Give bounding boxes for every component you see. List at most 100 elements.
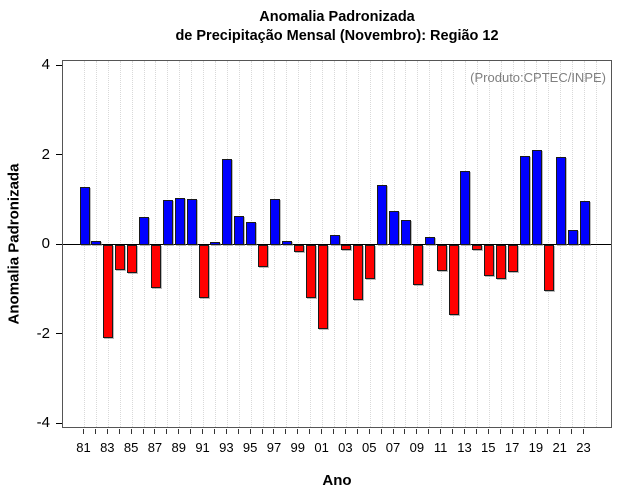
x-tick <box>559 429 561 434</box>
x-tick-label: 09 <box>409 440 425 455</box>
x-tick <box>404 429 406 434</box>
x-tick <box>475 429 477 434</box>
bar-89 <box>174 198 185 245</box>
bar-10 <box>424 236 435 245</box>
x-axis-title: Ano <box>322 472 352 489</box>
y-tick-label: 0 <box>41 235 50 252</box>
x-tick <box>523 429 525 434</box>
y-tick-label: -2 <box>36 324 50 342</box>
bar-86 <box>139 217 150 245</box>
bar-22 <box>567 229 578 245</box>
x-tick <box>154 429 156 434</box>
x-tick <box>356 429 358 434</box>
x-tick <box>487 429 489 434</box>
bar-90 <box>186 199 197 245</box>
x-tick <box>535 429 537 434</box>
chart-title-line2: de Precipitação Mensal (Novembro): Regiã… <box>175 28 499 44</box>
product-annotation: (Produto:CPTEC/INPE) <box>470 70 606 85</box>
x-tick <box>178 429 180 434</box>
x-tick <box>190 429 192 434</box>
bar-88 <box>162 200 173 245</box>
bar-98 <box>281 240 292 245</box>
bar-95 <box>246 221 257 245</box>
bar-16 <box>496 245 507 279</box>
bar-13 <box>460 170 471 245</box>
bar-97 <box>269 198 280 245</box>
bar-00 <box>305 245 316 298</box>
x-tick <box>261 429 263 434</box>
x-tick <box>583 429 584 434</box>
x-tick-label: 13 <box>457 440 472 455</box>
bar-15 <box>484 245 495 277</box>
x-tick <box>202 429 204 434</box>
x-tick <box>213 429 215 434</box>
x-tick <box>392 429 394 434</box>
y-tick-label: 4 <box>41 56 50 73</box>
x-tick <box>130 429 132 434</box>
x-tick <box>333 429 334 434</box>
x-tick <box>380 429 382 434</box>
x-axis-ticks <box>62 429 612 435</box>
y-tick <box>56 154 62 155</box>
y-tick-label: -4 <box>36 414 50 431</box>
x-tick <box>142 429 144 434</box>
bar-99 <box>293 245 304 253</box>
x-tick <box>428 429 430 434</box>
x-tick <box>344 429 346 434</box>
bar-81 <box>79 186 90 245</box>
y-tick <box>56 243 62 245</box>
x-tick <box>440 429 442 434</box>
x-tick <box>571 429 573 434</box>
bar-93 <box>222 159 233 245</box>
x-tick-label: 89 <box>171 440 186 455</box>
x-tick <box>416 429 418 434</box>
bar-18 <box>519 155 530 245</box>
x-tick-label: 85 <box>123 440 139 455</box>
bar-96 <box>258 245 269 268</box>
bar-94 <box>234 215 245 245</box>
x-tick <box>237 429 239 434</box>
x-tick-label: 11 <box>433 440 448 455</box>
bar-14 <box>472 245 483 251</box>
chart-title-line1: Anomalia Padronizada <box>259 9 415 25</box>
bar-09 <box>412 245 423 286</box>
x-tick <box>309 429 311 434</box>
bar-12 <box>448 245 459 316</box>
x-tick-label: 23 <box>576 440 591 455</box>
x-tick <box>106 429 108 434</box>
bar-01 <box>317 245 328 330</box>
bar-17 <box>508 245 519 273</box>
bar-84 <box>115 245 126 270</box>
bar-19 <box>531 149 542 245</box>
bar-82 <box>91 240 102 245</box>
x-tick-label: 05 <box>361 440 377 455</box>
chart-title: Anomalia Padronizada de Precipitação Men… <box>62 8 612 46</box>
x-tick-label: 93 <box>219 440 234 455</box>
bar-03 <box>341 245 352 251</box>
x-tick <box>511 429 513 434</box>
x-tick <box>285 429 287 434</box>
x-tick <box>321 429 323 434</box>
bar-20 <box>543 245 554 291</box>
x-tick-label: 21 <box>552 440 567 455</box>
x-tick-label: 01 <box>314 440 329 455</box>
x-tick-label: 81 <box>76 440 91 455</box>
x-tick-label: 95 <box>242 440 258 455</box>
x-tick-label: 03 <box>338 440 353 455</box>
x-tick <box>94 429 96 434</box>
x-tick <box>83 429 84 434</box>
plot-area: (Produto:CPTEC/INPE) <box>62 60 612 428</box>
bar-21 <box>555 156 566 245</box>
y-axis-labels: 4 2 0 -2 -4 <box>0 56 52 431</box>
x-tick-label: 91 <box>195 440 210 455</box>
x-tick <box>118 429 120 434</box>
x-tick-label: 87 <box>147 440 163 455</box>
y-tick <box>56 64 62 66</box>
x-tick <box>297 429 299 434</box>
y-tick <box>56 422 62 424</box>
x-tick <box>368 429 370 434</box>
x-tick <box>452 429 454 434</box>
x-tick-label: 07 <box>385 440 401 455</box>
y-tick-label: 2 <box>41 145 50 163</box>
